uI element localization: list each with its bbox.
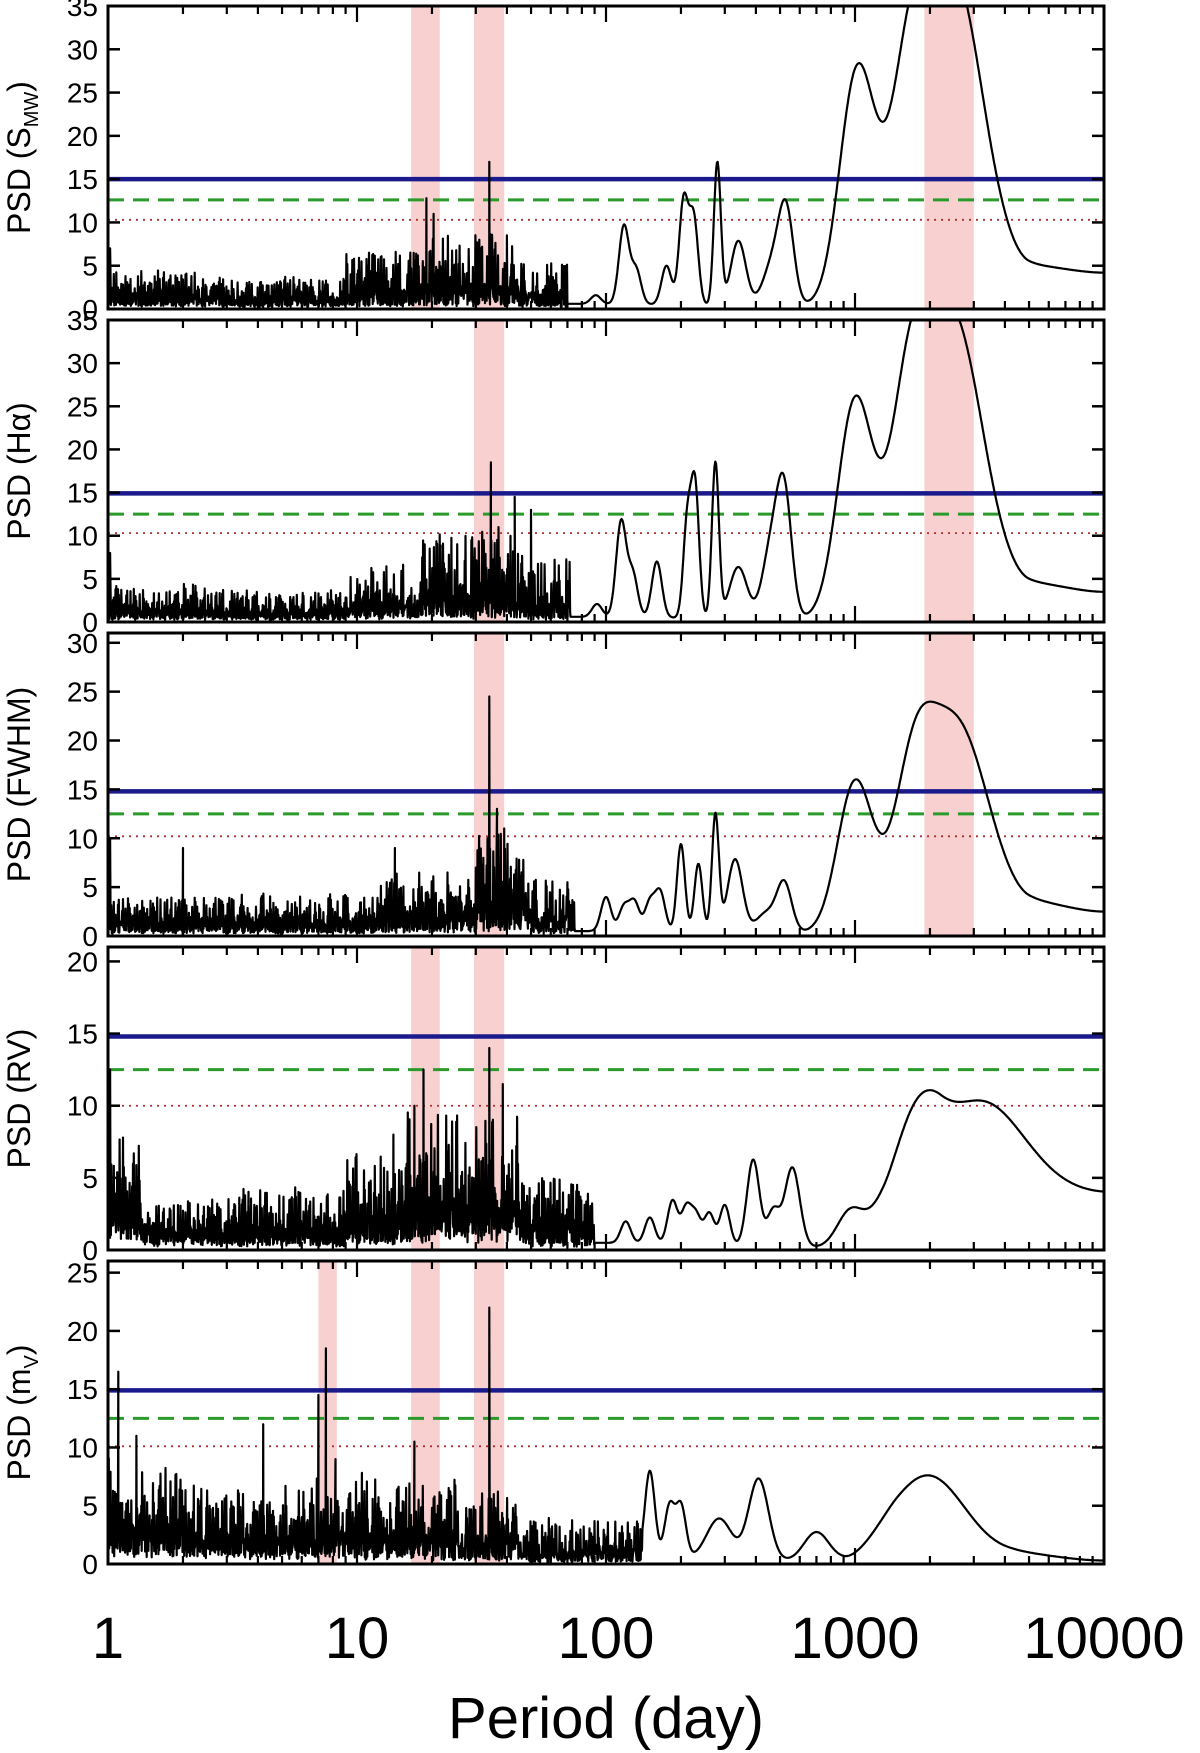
y-tick-label: 5	[82, 1163, 98, 1194]
psd-series-line	[107, 4, 1105, 309]
y-axis-label: PSD (RV)	[1, 1029, 37, 1169]
y-tick-label: 15	[67, 164, 98, 195]
highlight-band-3	[924, 6, 974, 309]
y-axis-label-sub: MW	[21, 92, 43, 128]
y-tick-label: 10	[67, 823, 98, 854]
y-axis-label-close: )	[1, 81, 37, 92]
highlight-band-1	[318, 1261, 337, 1564]
y-tick-label: 10	[67, 1091, 98, 1122]
y-tick-label: 5	[82, 872, 98, 903]
y-axis-label: PSD (mV)	[1, 1345, 43, 1481]
y-tick-label: 10	[67, 521, 98, 552]
y-tick-label: 25	[67, 1258, 98, 1289]
x-tick-label: 100	[558, 1606, 655, 1671]
x-tick-label: 1	[92, 1606, 124, 1671]
y-tick-label: 20	[67, 726, 98, 757]
y-axis-label-close: )	[1, 1345, 37, 1356]
panel-1: 0 5 10 15 20 25 30 35 PSD (SMW)	[1, 0, 1106, 325]
y-tick-label: 10	[67, 1432, 98, 1463]
y-tick-label: 25	[67, 78, 98, 109]
y-axis-label-main: PSD (m	[1, 1369, 37, 1481]
panel-frame	[106, 945, 1106, 1252]
y-axis-label: PSD (Hα)	[1, 402, 37, 540]
y-tick-label: 30	[67, 34, 98, 65]
y-tick-label: 0	[82, 921, 98, 952]
x-tick-label: 10	[325, 1606, 390, 1671]
x-tick-label: 1000	[790, 1606, 919, 1671]
y-tick-label: 0	[82, 294, 98, 325]
y-tick-label: 15	[67, 1019, 98, 1050]
y-axis-label-sub: V	[21, 1355, 43, 1369]
x-axis: 1 10 100 1000 10000 Period (day)	[92, 1606, 1185, 1751]
y-tick-label: 20	[67, 1316, 98, 1347]
y-tick-label: 30	[67, 348, 98, 379]
y-tick-label: 10	[67, 207, 98, 238]
y-tick-label: 20	[67, 946, 98, 977]
psd-series-line	[106, 1306, 1105, 1564]
panel-5: 0 5 10 15 20 25 PSD (mV)	[1, 1258, 1106, 1580]
y-axis-label-main: PSD (FWHM)	[1, 687, 37, 883]
y-tick-label: 5	[82, 1491, 98, 1522]
x-axis-label: Period (day)	[448, 1686, 764, 1751]
y-tick-label: 25	[67, 677, 98, 708]
panel-2: 0 5 10 15 20 25 30 35 PSD (Hα)	[1, 305, 1106, 638]
y-tick-label: 35	[67, 305, 98, 336]
y-tick-label: 30	[67, 628, 98, 659]
y-tick-label: 15	[67, 1374, 98, 1405]
panel-3: 0 5 10 15 20 25 30 PSD (FWHM)	[1, 628, 1106, 952]
y-tick-label: 0	[82, 1549, 98, 1580]
y-tick-label: 5	[82, 251, 98, 282]
y-tick-label: 15	[67, 478, 98, 509]
y-axis-label: PSD (FWHM)	[1, 687, 37, 883]
highlight-band-2	[924, 320, 974, 622]
y-tick-label: 35	[67, 0, 98, 22]
y-axis-label-main: PSD (S	[1, 127, 37, 234]
y-tick-label: 25	[67, 391, 98, 422]
y-tick-label: 20	[67, 434, 98, 465]
y-axis-label: PSD (SMW)	[1, 81, 43, 234]
y-tick-label: 0	[82, 1235, 98, 1266]
psd-series-line	[106, 318, 1105, 622]
y-tick-label: 5	[82, 564, 98, 595]
psd-series-line	[106, 1046, 1105, 1248]
y-tick-label: 15	[67, 774, 98, 805]
y-axis-label-main: PSD (Hα)	[1, 402, 37, 540]
panel-4: 0 5 10 15 20 PSD (RV)	[1, 945, 1106, 1266]
x-tick-label: 10000	[1023, 1606, 1184, 1671]
y-tick-label: 20	[67, 121, 98, 152]
highlight-band-2	[924, 633, 974, 936]
y-tick-label: 0	[82, 607, 98, 638]
y-axis-label-main: PSD (RV)	[1, 1029, 37, 1169]
psd-series-line	[106, 695, 1105, 935]
